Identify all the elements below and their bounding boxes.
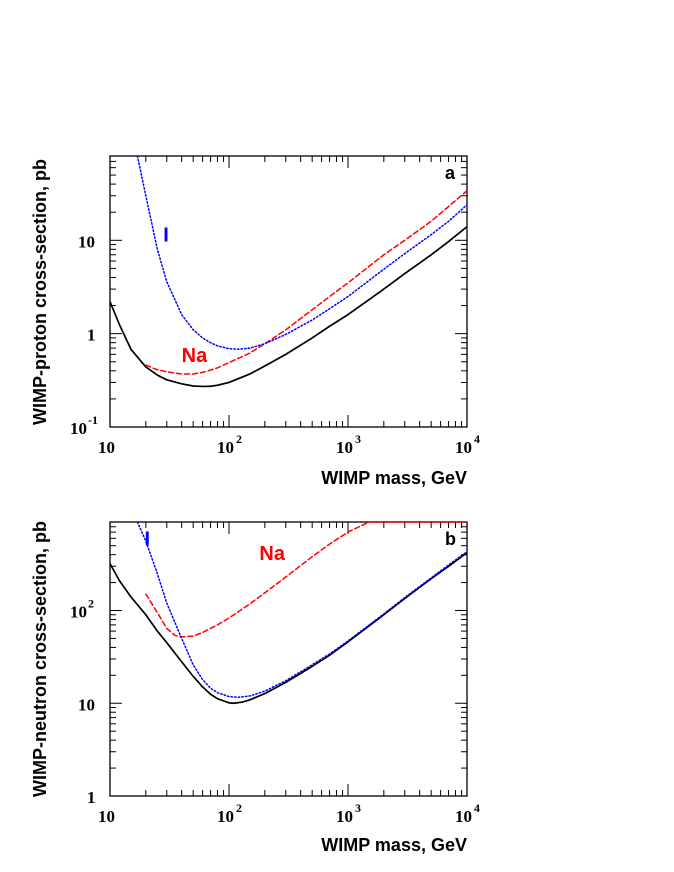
x-tick-exponent: 2 (236, 432, 242, 446)
x-tick-label: 10 (336, 807, 353, 826)
y-axis-title: WIMP-neutron cross-section, pb (30, 521, 50, 797)
series-label-i: I (163, 225, 169, 247)
y-axis-title: WIMP-proton cross-section, pb (30, 159, 50, 425)
y-tick-label: 10 (70, 603, 87, 622)
panel-label: b (445, 529, 456, 549)
y-tick-label: 10 (78, 232, 95, 251)
y-tick-label: 10 (70, 419, 87, 438)
x-axis-title: WIMP mass, GeV (321, 468, 467, 488)
series-combined-curve (110, 551, 467, 705)
x-tick-label: 10 (98, 438, 115, 457)
series-na-curve (145, 189, 467, 375)
x-tick-exponent: 3 (355, 801, 361, 815)
series-label-na: Na (259, 543, 285, 565)
x-tick-label: 10 (336, 438, 353, 457)
series-label-na: Na (182, 345, 208, 367)
x-tick-label: 10 (455, 438, 472, 457)
x-axis-title: WIMP mass, GeV (321, 835, 467, 855)
plot-frame (109, 521, 468, 797)
series-combined-curve (110, 225, 467, 388)
series-label-i: I (145, 529, 151, 551)
x-tick-exponent: 3 (355, 432, 361, 446)
panel-label: a (445, 163, 456, 183)
x-tick-exponent: 4 (474, 801, 480, 815)
x-tick-label: 10 (217, 438, 234, 457)
x-tick-exponent: 2 (236, 801, 242, 815)
series-na-curve (145, 522, 467, 638)
plot-frame (109, 155, 468, 428)
y-tick-exponent: -1 (88, 413, 98, 427)
x-tick-label: 10 (455, 807, 472, 826)
y-tick-label: 1 (87, 788, 96, 807)
y-tick-label: 1 (87, 326, 96, 345)
series-i-curve (136, 522, 467, 699)
x-tick-label: 10 (217, 807, 234, 826)
x-tick-exponent: 4 (474, 432, 480, 446)
y-tick-label: 10 (78, 695, 95, 714)
x-tick-label: 10 (98, 807, 115, 826)
series-i-curve (136, 156, 467, 351)
y-tick-exponent: 2 (88, 597, 94, 611)
